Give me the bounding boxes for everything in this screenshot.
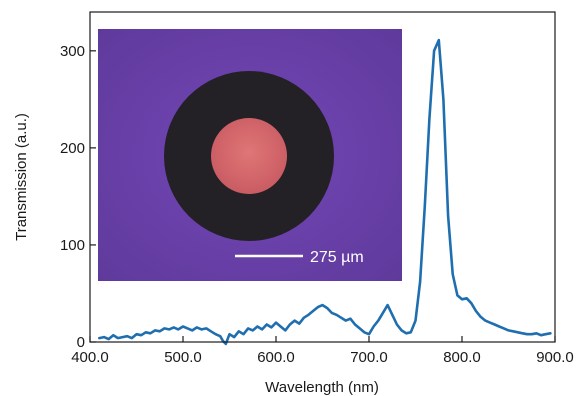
y-tick-label: 300 (60, 43, 85, 60)
x-tick-label: 800.0 (443, 349, 481, 366)
x-tick-label: 700.0 (350, 349, 388, 366)
y-axis-label: Transmission (a.u.) (13, 113, 30, 241)
series-layer (98, 38, 552, 346)
y-tick-label: 200 (60, 140, 85, 157)
x-tick-label: 600.0 (257, 349, 295, 366)
x-tick-label: 900.0 (536, 349, 574, 366)
plot-frame (89, 11, 556, 343)
scale-bar-label: 275 µm (310, 249, 364, 266)
x-tick-label: 500.0 (164, 349, 202, 366)
y-tick-label: 0 (77, 334, 85, 351)
transmission-series-line (98, 38, 552, 346)
y-axis: 0 100 200 300 (60, 43, 96, 351)
inset-micrograph: 275 µm (98, 29, 402, 281)
x-axis: 400.0 500.0 600.0 700.0 800.0 900.0 (71, 336, 574, 366)
x-axis-label: Wavelength (nm) (265, 379, 379, 396)
fiber-core (211, 118, 287, 194)
x-tick-label: 400.0 (71, 349, 109, 366)
y-tick-label: 100 (60, 237, 85, 254)
